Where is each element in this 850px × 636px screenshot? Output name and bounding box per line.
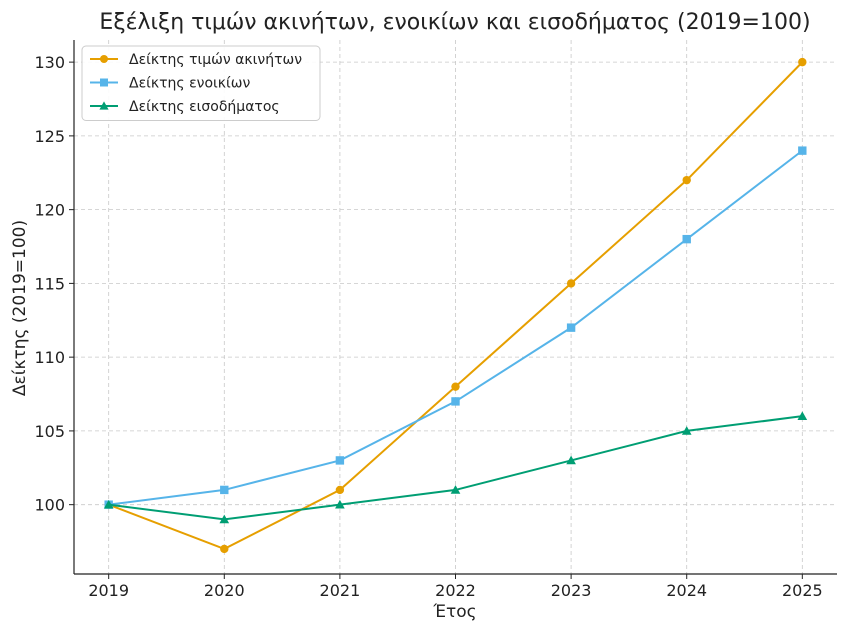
y-axis-label: Δείκτης (2019=100) bbox=[10, 220, 30, 396]
y-tick-label: 105 bbox=[34, 422, 65, 441]
legend-box bbox=[81, 45, 321, 121]
data-point bbox=[682, 175, 691, 185]
legend-marker bbox=[99, 101, 109, 110]
legend: Δείκτης τιμών ακινήτων Δείκτης ενοικίων Δε… bbox=[81, 45, 321, 121]
series-3 bbox=[103, 411, 808, 524]
data-point bbox=[220, 485, 229, 495]
data-point bbox=[335, 456, 345, 465]
x-tick-label: 2019 bbox=[88, 581, 129, 600]
y-tick-label: 110 bbox=[34, 348, 65, 367]
data-point bbox=[798, 57, 807, 67]
x-tick-label: 2020 bbox=[204, 581, 245, 600]
legend-marker bbox=[100, 78, 108, 87]
legend-item: Δείκτης εισοδήματος bbox=[90, 99, 280, 115]
y-tick-label: 130 bbox=[34, 53, 65, 72]
legend-label: Δείκτης τιμών ακινήτων bbox=[129, 52, 302, 68]
data-point bbox=[566, 455, 576, 465]
data-point bbox=[219, 514, 230, 524]
legend-label: Δείκτης εισοδήματος bbox=[129, 99, 280, 115]
x-tick-label: 2021 bbox=[320, 581, 361, 600]
legend-item: Δείκτης ενοικίων bbox=[90, 76, 251, 92]
series-group bbox=[103, 57, 808, 554]
data-point bbox=[797, 411, 808, 421]
data-point bbox=[451, 397, 460, 406]
data-point bbox=[566, 323, 576, 332]
data-point bbox=[798, 146, 807, 155]
legend-label: Δείκτης ενοικίων bbox=[129, 76, 251, 92]
data-point bbox=[335, 499, 345, 509]
y-tick-label: 115 bbox=[34, 274, 65, 293]
y-tick-label: 125 bbox=[34, 127, 65, 146]
y-tick-label: 120 bbox=[34, 201, 65, 220]
legend-marker bbox=[100, 55, 108, 63]
axes: 2019 2020 2021 2022 2023 2024 2025 100 105 110 115… bbox=[34, 40, 837, 600]
y-tick-label: 100 bbox=[34, 496, 65, 515]
data-point bbox=[566, 279, 576, 288]
legend-item: Δείκτης τιμών ακινήτων bbox=[90, 52, 302, 68]
data-point bbox=[682, 234, 691, 244]
x-tick-label: 2025 bbox=[782, 581, 823, 600]
data-point bbox=[103, 499, 114, 509]
x-tick-label: 2022 bbox=[435, 581, 476, 600]
series-1 bbox=[104, 57, 807, 554]
x-tick-label: 2024 bbox=[666, 581, 707, 600]
data-point bbox=[220, 544, 229, 554]
data-point bbox=[335, 485, 345, 495]
data-point bbox=[451, 382, 460, 391]
x-tick-label: 2023 bbox=[551, 581, 592, 600]
x-axis-label: Έτος bbox=[432, 602, 476, 622]
data-point bbox=[681, 426, 692, 435]
data-point bbox=[450, 485, 461, 494]
chart-title: Εξέλιξη τιμών ακινήτων, ενοικίων και εισ… bbox=[99, 10, 810, 35]
